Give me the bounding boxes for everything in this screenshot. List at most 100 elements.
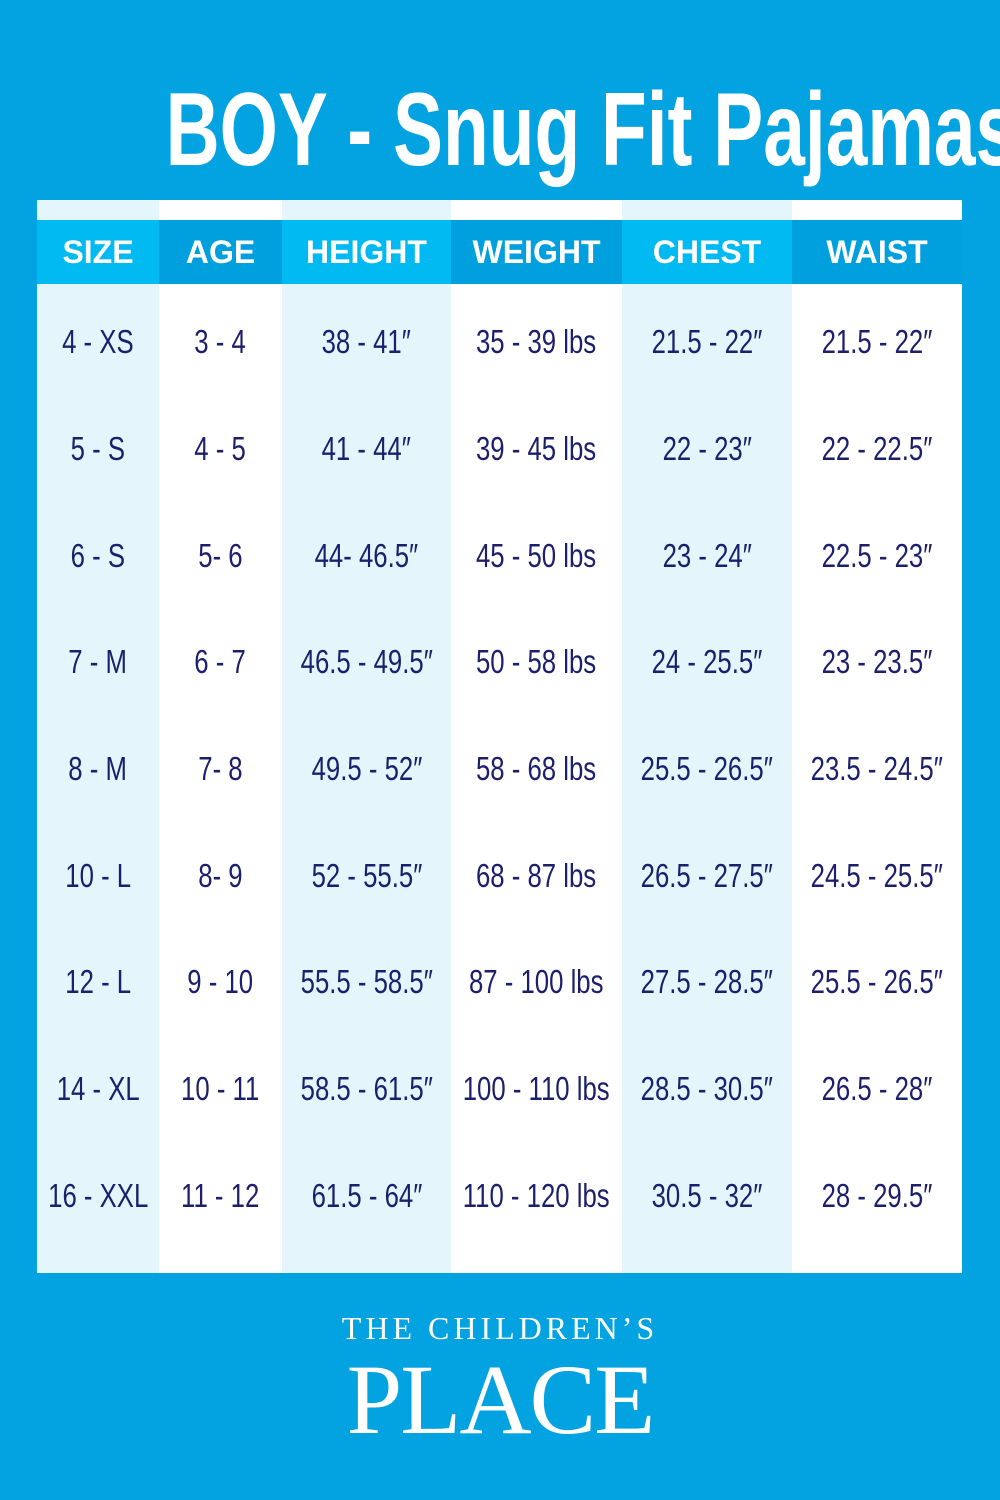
table-cell: 10 - L [37, 822, 159, 929]
table-cell: 12 - L [37, 929, 159, 1036]
table-cell: 55.5 - 58.5″ [282, 929, 451, 1036]
column-height: HEIGHT 38 - 41″ 41 - 44″ 44- 46.5″ 46.5 - 49… [282, 200, 451, 1273]
cell-text: 4 - XS [62, 323, 134, 361]
table-cell: 7- 8 [159, 716, 282, 823]
table-cell: 9 - 10 [159, 929, 282, 1036]
table-cell: 46.5 - 49.5″ [282, 609, 451, 716]
cell-text: 14 - XL [56, 1070, 140, 1108]
cell-text: 5- 6 [198, 536, 243, 574]
cell-text: 26.5 - 27.5″ [640, 856, 774, 894]
cell-text: 41 - 44″ [321, 430, 412, 468]
table-cell: 25.5 - 26.5″ [792, 929, 962, 1036]
table-cell: 39 - 45 lbs [451, 396, 622, 503]
table-cell: 21.5 - 22″ [792, 289, 962, 396]
column-body: 3 - 4 4 - 5 5- 6 6 - 7 7- 8 8- 9 9 - 10 10 - 11… [159, 284, 282, 1249]
cell-text: 58 - 68 lbs [476, 750, 597, 788]
cell-text: 25.5 - 26.5″ [810, 963, 944, 1001]
top-band [451, 200, 622, 220]
cell-text: 46.5 - 49.5″ [300, 643, 433, 681]
cell-text: 5 - S [70, 430, 126, 468]
title-text: BOY - Snug Fit Pajamas [165, 72, 1000, 188]
column-header: CHEST [622, 220, 792, 284]
table-cell: 3 - 4 [159, 289, 282, 396]
cell-text: 9 - 10 [187, 963, 254, 1001]
table-cell: 23.5 - 24.5″ [792, 716, 962, 823]
table-cell: 22 - 23″ [622, 396, 792, 503]
cell-text: 12 - L [65, 963, 131, 1001]
column-body: 21.5 - 22″ 22 - 23″ 23 - 24″ 24 - 25.5″ 25.5… [622, 284, 792, 1249]
column-header: SIZE [37, 220, 159, 284]
cell-text: 61.5 - 64″ [311, 1176, 422, 1214]
table-cell: 25.5 - 26.5″ [622, 716, 792, 823]
table-cell: 58.5 - 61.5″ [282, 1036, 451, 1143]
cell-text: 26.5 - 28″ [821, 1070, 933, 1108]
cell-text: 23.5 - 24.5″ [810, 750, 944, 788]
column-header: HEIGHT [282, 220, 451, 284]
cell-text: 50 - 58 lbs [476, 643, 597, 681]
table-cell: 28 - 29.5″ [792, 1143, 962, 1250]
cell-text: 45 - 50 lbs [476, 536, 597, 574]
column-body: 35 - 39 lbs 39 - 45 lbs 45 - 50 lbs 50 - 58… [451, 284, 622, 1249]
cell-text: 28 - 29.5″ [821, 1176, 933, 1214]
top-band [159, 200, 282, 220]
table-cell: 52 - 55.5″ [282, 822, 451, 929]
table-cell: 24 - 25.5″ [622, 609, 792, 716]
table-cell: 49.5 - 52″ [282, 716, 451, 823]
cell-text: 22.5 - 23″ [821, 536, 933, 574]
table-cell: 6 - 7 [159, 609, 282, 716]
cell-text: 23 - 23.5″ [821, 643, 933, 681]
table-cell: 6 - S [37, 502, 159, 609]
cell-text: 16 - XXL [47, 1176, 149, 1214]
cell-text: 4 - 5 [194, 430, 247, 468]
cell-text: 35 - 39 lbs [476, 323, 597, 361]
column-chest: CHEST 21.5 - 22″ 22 - 23″ 23 - 24″ 24 - 25.5… [622, 200, 792, 1273]
table-cell: 61.5 - 64″ [282, 1143, 451, 1250]
cell-text: 6 - S [70, 536, 126, 574]
cell-text: 68 - 87 lbs [476, 856, 597, 894]
table-cell: 100 - 110 lbs [451, 1036, 622, 1143]
table-cell: 50 - 58 lbs [451, 609, 622, 716]
cell-text: 8 - M [68, 750, 128, 788]
top-band [622, 200, 792, 220]
table-cell: 21.5 - 22″ [622, 289, 792, 396]
cell-text: 52 - 55.5″ [311, 856, 422, 894]
cell-text: 11 - 12 [181, 1176, 260, 1214]
column-age: AGE 3 - 4 4 - 5 5- 6 6 - 7 7- 8 8- 9 9 - 10 10 -… [159, 200, 282, 1273]
column-body: 38 - 41″ 41 - 44″ 44- 46.5″ 46.5 - 49.5″ 49.… [282, 284, 451, 1249]
column-body: 4 - XS 5 - S 6 - S 7 - M 8 - M 10 - L 12 - L 14… [37, 284, 159, 1249]
cell-text: 22 - 23″ [662, 430, 752, 468]
table-cell: 58 - 68 lbs [451, 716, 622, 823]
cell-text: 58.5 - 61.5″ [300, 1070, 433, 1108]
cell-text: 22 - 22.5″ [821, 430, 933, 468]
table-cell: 8- 9 [159, 822, 282, 929]
cell-text: 38 - 41″ [321, 323, 412, 361]
table-cell: 4 - XS [37, 289, 159, 396]
table-cell: 11 - 12 [159, 1143, 282, 1250]
table-cell: 87 - 100 lbs [451, 929, 622, 1036]
table-cell: 38 - 41″ [282, 289, 451, 396]
cell-text: 49.5 - 52″ [311, 750, 422, 788]
table-cell: 44- 46.5″ [282, 502, 451, 609]
table-cell: 27.5 - 28.5″ [622, 929, 792, 1036]
cell-text: 87 - 100 lbs [469, 963, 604, 1001]
size-chart-table: SIZE 4 - XS 5 - S 6 - S 7 - M 8 - M 10 - L 12 -… [37, 200, 962, 1273]
cell-text: 28.5 - 30.5″ [640, 1070, 774, 1108]
table-cell: 26.5 - 27.5″ [622, 822, 792, 929]
table-cell: 14 - XL [37, 1036, 159, 1143]
table-cell: 26.5 - 28″ [792, 1036, 962, 1143]
brand-logo-line1: THE CHILDREN’S [341, 1310, 659, 1346]
table-cell: 23 - 24″ [622, 502, 792, 609]
cell-text: 23 - 24″ [662, 536, 752, 574]
table-cell: 28.5 - 30.5″ [622, 1036, 792, 1143]
table-cell: 16 - XXL [37, 1143, 159, 1250]
table-cell: 30.5 - 32″ [622, 1143, 792, 1250]
cell-text: 3 - 4 [194, 323, 247, 361]
table-cell: 110 - 120 lbs [451, 1143, 622, 1250]
top-band [282, 200, 451, 220]
table-cell: 5 - S [37, 396, 159, 503]
cell-text: 7 - M [68, 643, 128, 681]
cell-text: 7- 8 [198, 750, 243, 788]
column-size: SIZE 4 - XS 5 - S 6 - S 7 - M 8 - M 10 - L 12 -… [37, 200, 159, 1273]
column-waist: WAIST 21.5 - 22″ 22 - 22.5″ 22.5 - 23″ 23 - … [792, 200, 962, 1273]
table-cell: 8 - M [37, 716, 159, 823]
